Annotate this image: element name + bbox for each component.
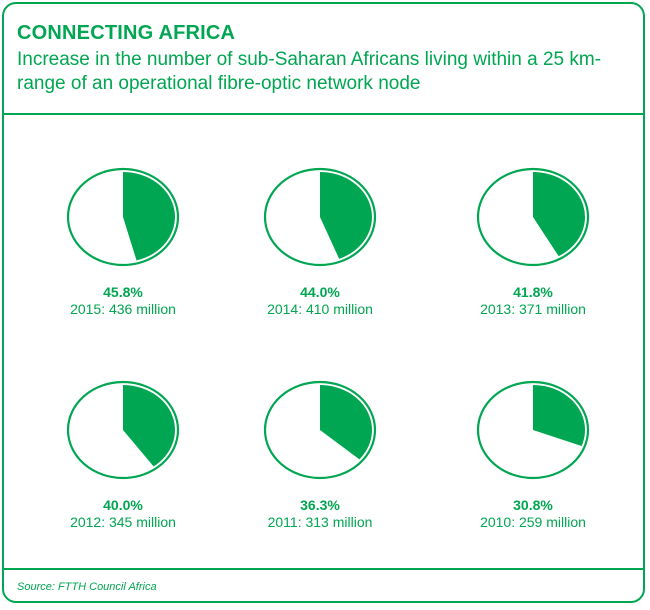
pie-slice-2012 [123,385,176,467]
pie-2011 [263,380,377,480]
source-note: Source: FTTH Council Africa [17,581,157,593]
pie-slice-2013 [533,172,586,257]
pie-slice-2011 [320,385,372,460]
year-label-2015: 2015: 436 million [70,301,176,317]
pie-2013 [476,167,590,267]
year-label-2012: 2012: 345 million [70,514,176,530]
pie-2012 [66,380,180,480]
pie-2015 [66,167,180,267]
percent-label-2014: 44.0% [300,284,340,300]
year-label-2014: 2014: 410 million [267,301,373,317]
chart-subtitle: Increase in the number of sub-Saharan Af… [17,49,602,94]
pie-slice-2014 [320,172,372,259]
pie-2010 [476,380,590,480]
percent-label-2013: 41.8% [513,284,553,300]
pie-2014 [263,167,377,267]
footer-divider [2,568,645,570]
header-divider [2,113,645,115]
pie-slice-2015 [123,172,175,261]
chart-title: CONNECTING AFRICA [17,22,236,44]
year-label-2011: 2011: 313 million [267,514,373,530]
percent-label-2015: 45.8% [103,284,143,300]
percent-label-2010: 30.8% [513,497,553,513]
percent-label-2011: 36.3% [300,497,340,513]
pie-slice-2010 [533,385,586,447]
infographic-card [2,2,645,603]
year-label-2010: 2010: 259 million [480,514,586,530]
percent-label-2012: 40.0% [103,497,143,513]
year-label-2013: 2013: 371 million [480,301,586,317]
